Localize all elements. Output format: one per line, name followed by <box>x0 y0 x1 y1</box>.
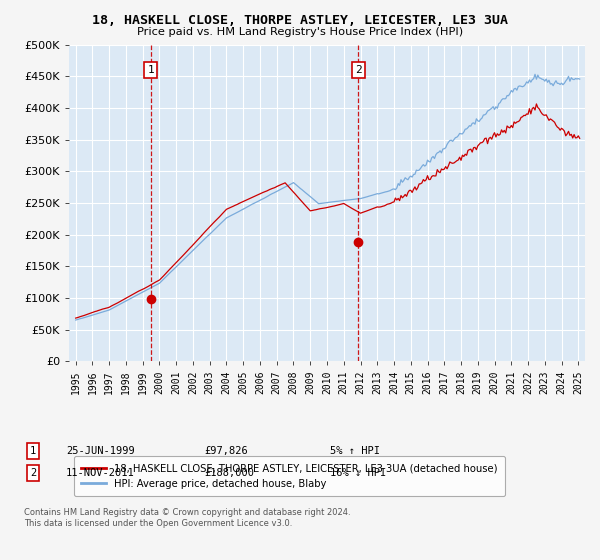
Text: 2: 2 <box>30 468 36 478</box>
Text: 5% ↑ HPI: 5% ↑ HPI <box>330 446 380 456</box>
Text: 16% ↓ HPI: 16% ↓ HPI <box>330 468 386 478</box>
Text: 25-JUN-1999: 25-JUN-1999 <box>66 446 135 456</box>
Text: 1: 1 <box>30 446 36 456</box>
Legend: 18, HASKELL CLOSE, THORPE ASTLEY, LEICESTER, LE3 3UA (detached house), HPI: Aver: 18, HASKELL CLOSE, THORPE ASTLEY, LEICES… <box>74 456 505 496</box>
Text: £97,826: £97,826 <box>204 446 248 456</box>
Text: 2: 2 <box>355 65 362 75</box>
Text: Contains HM Land Registry data © Crown copyright and database right 2024.
This d: Contains HM Land Registry data © Crown c… <box>24 508 350 528</box>
Text: 18, HASKELL CLOSE, THORPE ASTLEY, LEICESTER, LE3 3UA: 18, HASKELL CLOSE, THORPE ASTLEY, LEICES… <box>92 14 508 27</box>
Text: Price paid vs. HM Land Registry's House Price Index (HPI): Price paid vs. HM Land Registry's House … <box>137 27 463 37</box>
Text: 1: 1 <box>148 65 154 75</box>
Text: 11-NOV-2011: 11-NOV-2011 <box>66 468 135 478</box>
Text: £188,000: £188,000 <box>204 468 254 478</box>
